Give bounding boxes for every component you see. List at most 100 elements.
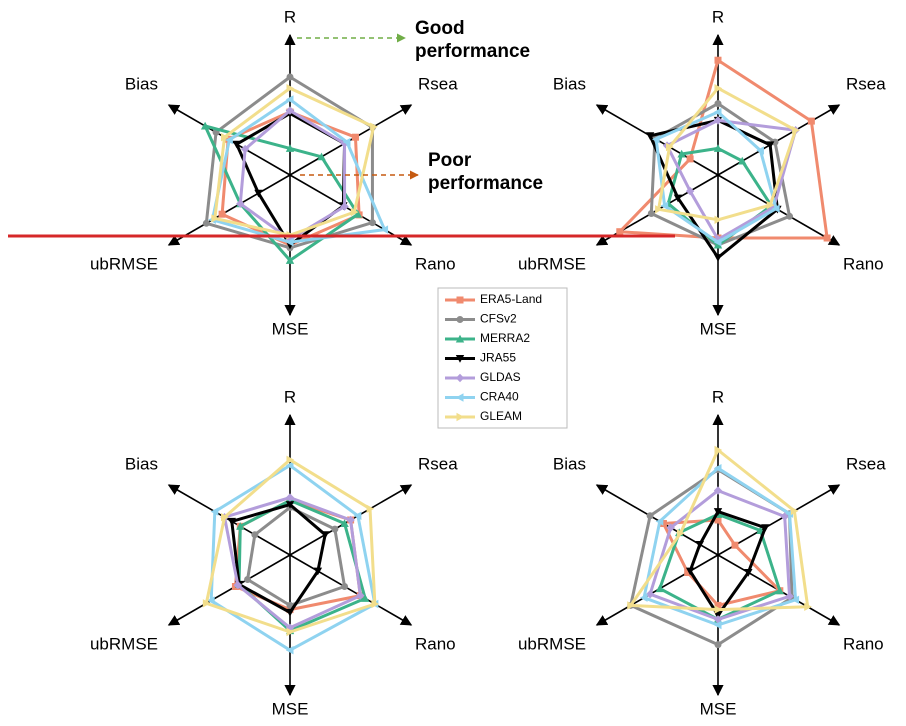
point-marker (713, 620, 722, 630)
point-marker (285, 106, 295, 115)
point-marker (786, 212, 794, 220)
point-marker (285, 501, 295, 509)
point-marker (761, 524, 770, 532)
point-marker (616, 228, 624, 236)
annotation: Poor (428, 150, 472, 171)
point-marker (225, 135, 233, 145)
point-marker (340, 519, 349, 527)
axis-label: MSE (700, 319, 737, 338)
point-marker (371, 599, 380, 609)
axis-label: Rsea (418, 454, 458, 473)
point-marker (676, 529, 685, 538)
point-marker (714, 215, 723, 224)
point-marker (285, 623, 295, 632)
point-marker (771, 204, 780, 213)
axis-label: MSE (700, 699, 737, 718)
point-marker (360, 594, 370, 602)
point-marker (227, 517, 237, 526)
annotation: Good (415, 18, 465, 39)
point-marker (714, 445, 723, 455)
legend-marker (455, 373, 465, 383)
axis (167, 554, 291, 626)
point-marker (221, 513, 229, 522)
legend-label: JRA55 (480, 351, 516, 365)
point-marker (211, 214, 220, 223)
legend-label: CFSv2 (480, 312, 517, 326)
point-marker (804, 602, 812, 611)
point-marker (695, 541, 705, 549)
point-marker (792, 126, 800, 135)
point-marker (240, 144, 250, 154)
annotation: performance (428, 173, 543, 194)
point-marker (350, 207, 359, 217)
point-marker (714, 605, 723, 614)
series-line: CFSv2 (246, 505, 347, 607)
point-marker (685, 567, 695, 576)
axis-label: ubRMSE (518, 634, 586, 653)
point-marker (769, 203, 778, 212)
legend-marker (455, 393, 464, 402)
point-marker (714, 56, 722, 64)
axis-label: Bias (553, 74, 586, 93)
point-marker (206, 596, 215, 605)
radar-chart: RRseaRanoMSEubRMSEBiasERA5-LandCFSv2MERR… (518, 387, 886, 718)
point-marker (200, 121, 210, 130)
point-marker (791, 595, 800, 604)
point-marker (320, 531, 330, 539)
legend-marker (456, 412, 465, 422)
point-marker (713, 116, 723, 125)
point-marker (286, 627, 295, 637)
point-marker (286, 84, 295, 93)
axis-label: R (284, 387, 296, 406)
point-marker (380, 225, 389, 234)
legend-label: CRA40 (480, 390, 519, 404)
point-marker (685, 186, 695, 196)
point-marker (254, 189, 263, 198)
point-marker (775, 586, 785, 595)
legend: ERA5-Land CFSv2 MERRA2 JRA55 GLDAS CRA40 GLEAM (437, 287, 568, 429)
point-marker (232, 140, 241, 149)
point-marker (233, 580, 243, 590)
charts: R Rsea Rano MSE ubRMSE Bias ERA5-Land CFSv2 MERR… (90, 7, 886, 718)
point-marker (651, 135, 660, 144)
point-marker (317, 152, 326, 161)
axis-label: Rano (843, 254, 884, 273)
axis-label: Bias (125, 74, 158, 93)
axis-label: Rsea (846, 74, 886, 93)
point-marker (286, 73, 294, 81)
point-marker (666, 523, 675, 532)
radar-chart: RRseaRanoMSEubRMSEBiasERA5-LandCFSv2MERR… (518, 7, 886, 338)
point-marker (368, 219, 376, 227)
axis-label: ubRMSE (518, 254, 586, 273)
legend-marker (455, 334, 465, 343)
point-marker (645, 132, 655, 140)
point-marker (771, 138, 779, 146)
point-marker (353, 511, 362, 520)
axis-label: Rano (415, 254, 456, 273)
axis (717, 104, 841, 176)
point-marker (713, 486, 723, 495)
point-marker (202, 599, 211, 608)
point-marker (313, 567, 323, 576)
point-marker (340, 202, 349, 211)
axis-label: R (712, 7, 724, 26)
point-marker (714, 641, 722, 649)
point-marker (627, 601, 635, 610)
point-marker (744, 569, 753, 577)
point-marker (655, 517, 664, 526)
axis-label: MSE (272, 699, 309, 718)
point-marker (370, 122, 378, 131)
point-marker (673, 194, 683, 203)
axis (289, 104, 413, 176)
point-marker (713, 107, 722, 117)
legend-marker (456, 316, 464, 324)
axis (289, 554, 413, 626)
point-marker (639, 593, 648, 602)
point-marker (790, 506, 799, 516)
legend-label: ERA5-Land (480, 292, 542, 306)
point-marker (285, 608, 295, 617)
point-marker (285, 493, 295, 502)
point-marker (285, 95, 294, 104)
axis-label: R (284, 7, 296, 26)
